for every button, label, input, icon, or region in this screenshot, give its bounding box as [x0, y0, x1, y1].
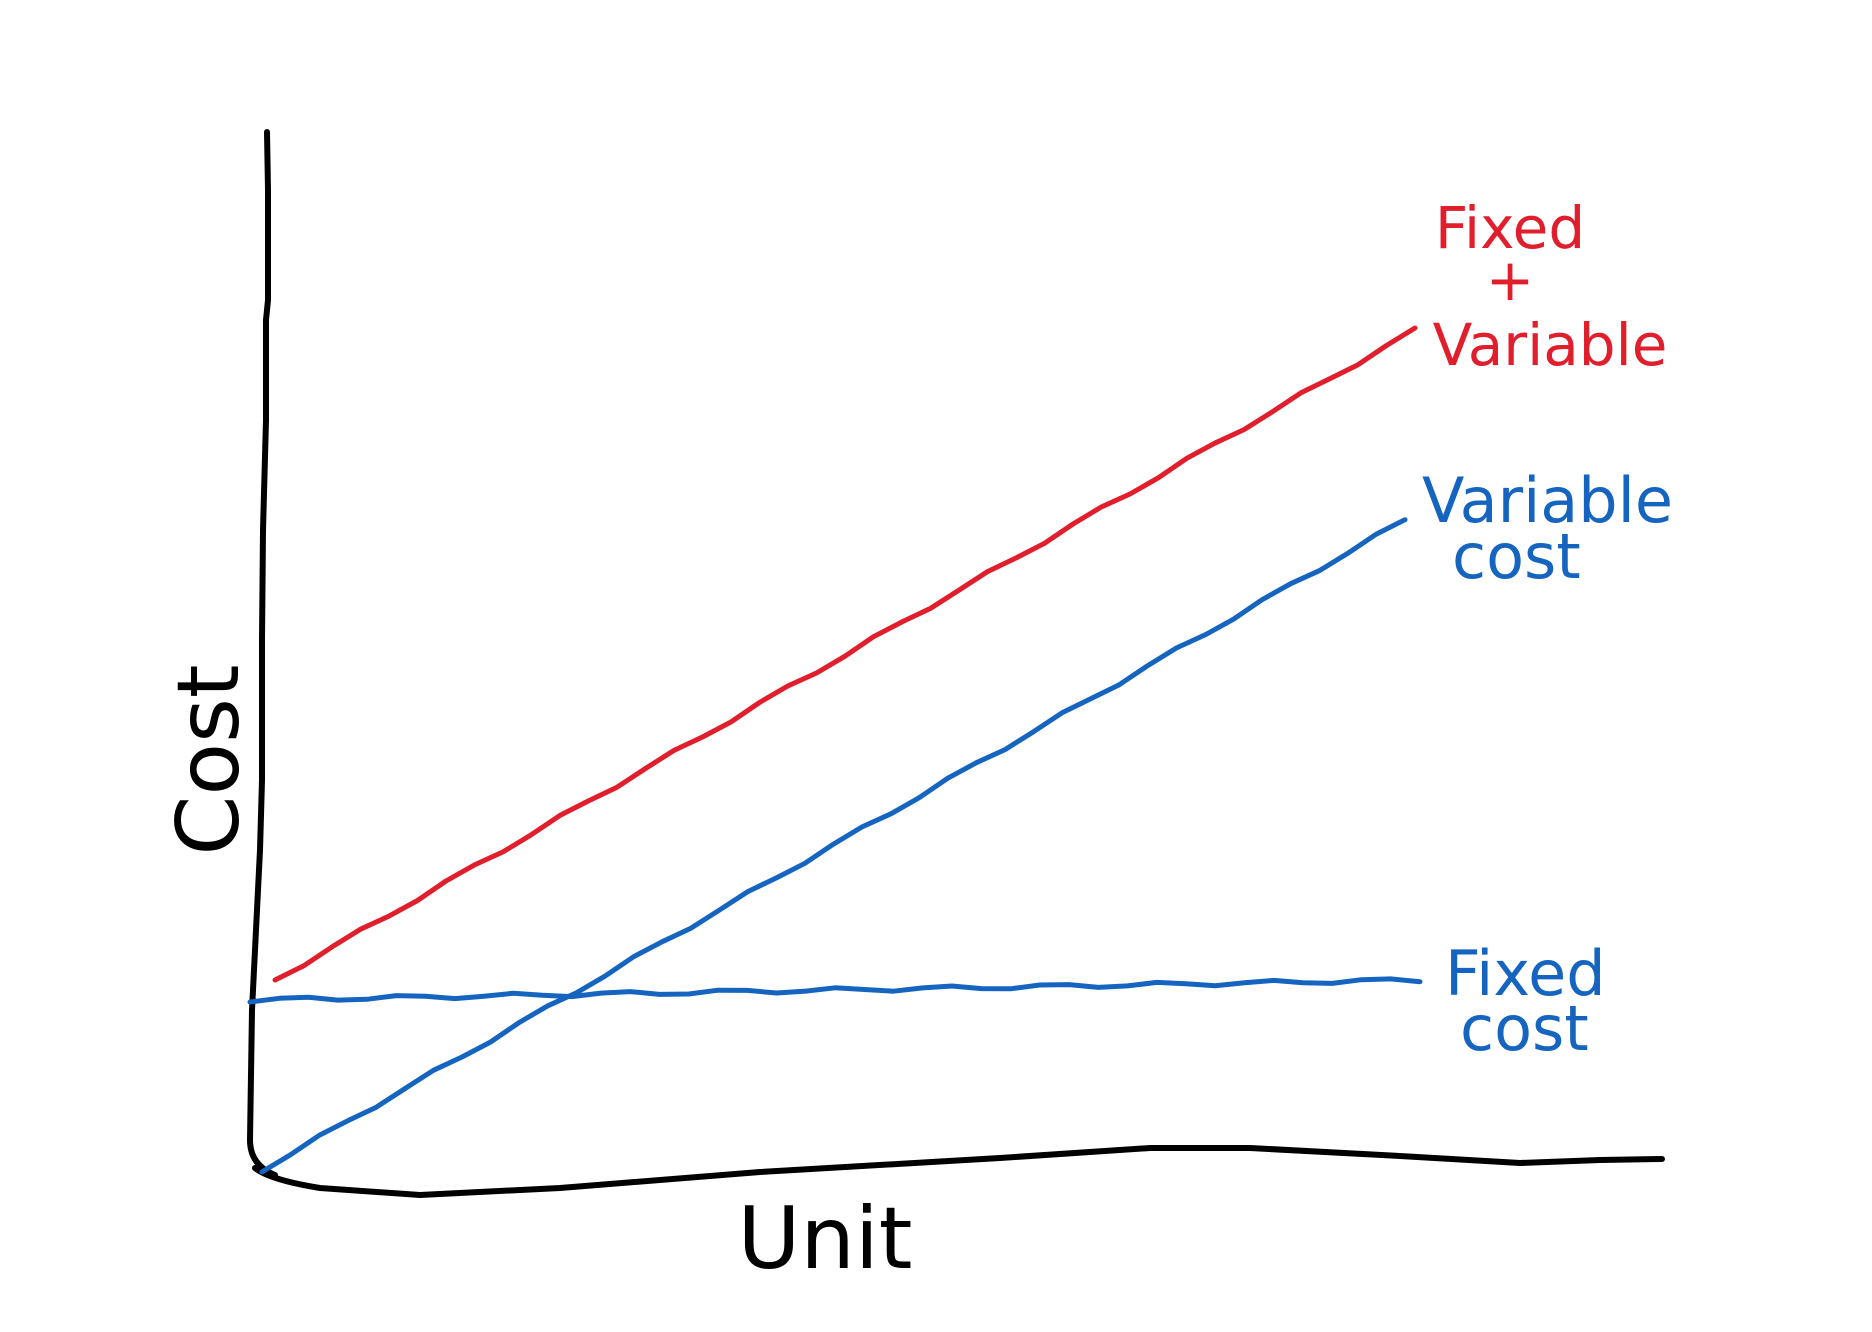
x-axis-label: Unit [737, 1189, 912, 1289]
series-label-total-line-2: + [1486, 246, 1535, 314]
y-axis [247, 129, 278, 1178]
y-axis-label: Cost [159, 664, 259, 855]
series-label-variable-line-1: Variable [1422, 464, 1673, 537]
series-layer [247, 325, 1423, 1175]
series-label-variable-line-2: cost [1452, 520, 1581, 593]
series-line-total [272, 325, 1418, 983]
series-line-variable [259, 517, 1408, 1175]
series-label-total-line-1: Fixed [1435, 194, 1585, 262]
series-label-fixed-line-2: cost [1460, 992, 1589, 1065]
series-label-fixed-line-1: Fixed [1445, 937, 1606, 1010]
x-axis [252, 1145, 1665, 1198]
series-line-fixed [247, 976, 1423, 1005]
series-label-total-line-3: Variable [1433, 311, 1668, 379]
series-label-total: Fixed + Variable [1433, 194, 1668, 379]
series-label-variable: Variable cost [1422, 464, 1673, 593]
series-label-fixed: Fixed cost [1445, 937, 1606, 1065]
